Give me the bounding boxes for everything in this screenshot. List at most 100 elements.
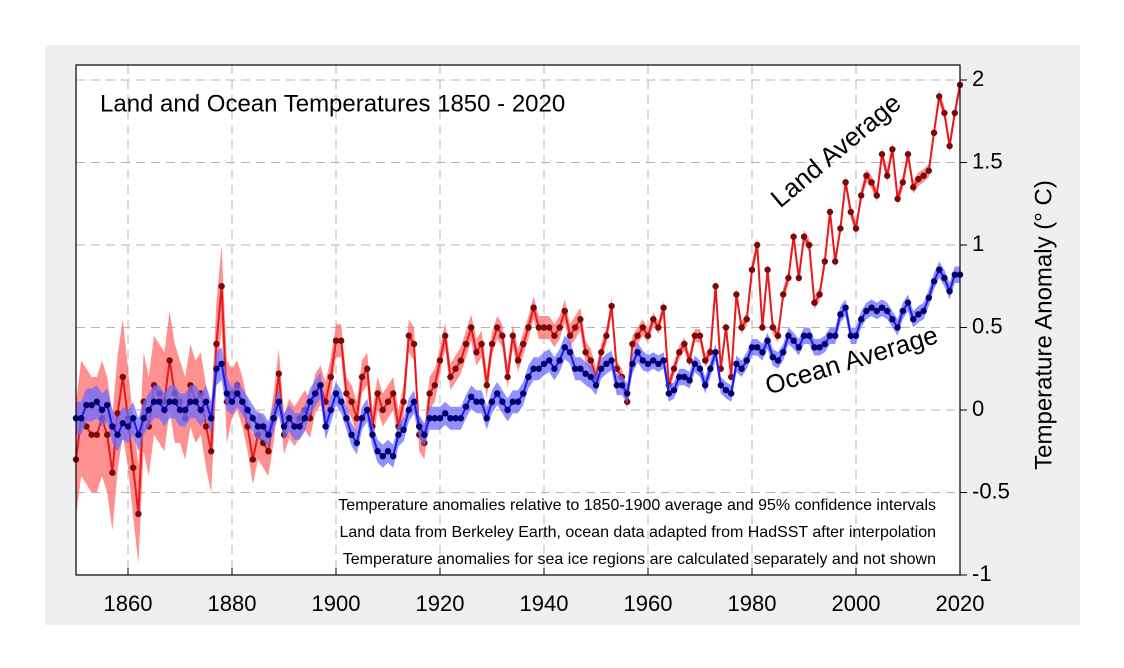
data-point (374, 448, 381, 455)
data-point (582, 370, 589, 377)
data-point (338, 398, 345, 405)
data-point (832, 258, 839, 265)
data-point (296, 423, 303, 430)
data-point (676, 349, 683, 356)
data-point (743, 316, 750, 323)
data-point (88, 401, 95, 409)
data-point (473, 349, 480, 356)
data-point (644, 332, 652, 339)
data-point (249, 456, 256, 463)
data-point (936, 93, 943, 100)
data-point (145, 406, 152, 414)
data-point (462, 403, 470, 410)
data-point (878, 304, 886, 311)
data-point (156, 398, 163, 405)
data-point (202, 398, 210, 405)
data-point (509, 398, 516, 405)
data-point (223, 390, 230, 397)
data-point (676, 373, 683, 381)
data-point (83, 401, 90, 409)
data-point (930, 129, 938, 136)
data-point (806, 241, 813, 249)
x-tick-label: 2020 (936, 591, 985, 616)
data-point (239, 398, 246, 405)
data-point (759, 324, 766, 331)
data-point (525, 324, 532, 331)
data-point (275, 370, 282, 377)
data-point (457, 357, 464, 364)
data-point (681, 340, 688, 348)
data-point (608, 357, 615, 364)
data-point (265, 431, 272, 438)
data-point (166, 357, 173, 364)
data-point (863, 172, 870, 179)
data-point (426, 390, 433, 397)
data-point (852, 225, 860, 232)
data-point (707, 365, 714, 372)
data-point (483, 382, 490, 389)
data-point (530, 304, 537, 311)
data-point (327, 373, 334, 381)
plot-frame (75, 64, 961, 576)
data-point (551, 332, 558, 339)
data-point (629, 360, 636, 367)
data-point (275, 398, 282, 405)
data-point (868, 179, 875, 186)
data-point (509, 332, 516, 339)
data-point (488, 340, 496, 348)
data-point (348, 398, 355, 405)
data-point (915, 311, 922, 318)
data-point (301, 415, 308, 422)
data-point (525, 373, 532, 381)
data-point (707, 349, 714, 356)
data-point (582, 349, 589, 356)
data-point (353, 415, 360, 422)
data-point (618, 382, 626, 389)
data-point (910, 316, 917, 323)
data-point (260, 423, 267, 430)
data-point (613, 382, 620, 389)
data-point (650, 357, 657, 364)
y-tick-label: 0.5 (972, 313, 1003, 338)
data-point (431, 382, 438, 389)
data-point (540, 324, 548, 331)
data-point (130, 415, 137, 422)
data-point (244, 406, 251, 414)
data-point (119, 373, 127, 381)
data-point (520, 390, 527, 397)
data-point (686, 377, 693, 384)
data-point (785, 332, 792, 339)
data-point (811, 299, 818, 306)
data-point (473, 398, 480, 405)
data-point (821, 340, 828, 348)
data-point (624, 390, 631, 397)
data-point (379, 453, 386, 460)
data-point (894, 324, 901, 331)
data-point (837, 225, 844, 232)
data-point (941, 109, 948, 117)
data-point (826, 332, 834, 339)
data-point (754, 344, 761, 351)
data-point (764, 337, 771, 344)
data-point (915, 175, 922, 183)
data-point (176, 406, 184, 414)
data-point (572, 324, 579, 331)
data-point (863, 307, 870, 315)
data-point (436, 357, 444, 364)
data-point (421, 431, 428, 438)
data-point (774, 357, 782, 364)
data-point (811, 344, 818, 351)
data-point (899, 307, 906, 315)
data-point (514, 357, 522, 364)
data-point (468, 393, 475, 400)
data-point (109, 423, 116, 430)
data-point (639, 324, 646, 331)
data-point (104, 401, 111, 409)
data-point (452, 415, 459, 422)
data-point (187, 398, 194, 405)
data-point (405, 332, 412, 339)
data-point (431, 415, 438, 422)
confidence-band (76, 78, 960, 564)
data-point (234, 390, 241, 397)
data-point (598, 349, 605, 356)
